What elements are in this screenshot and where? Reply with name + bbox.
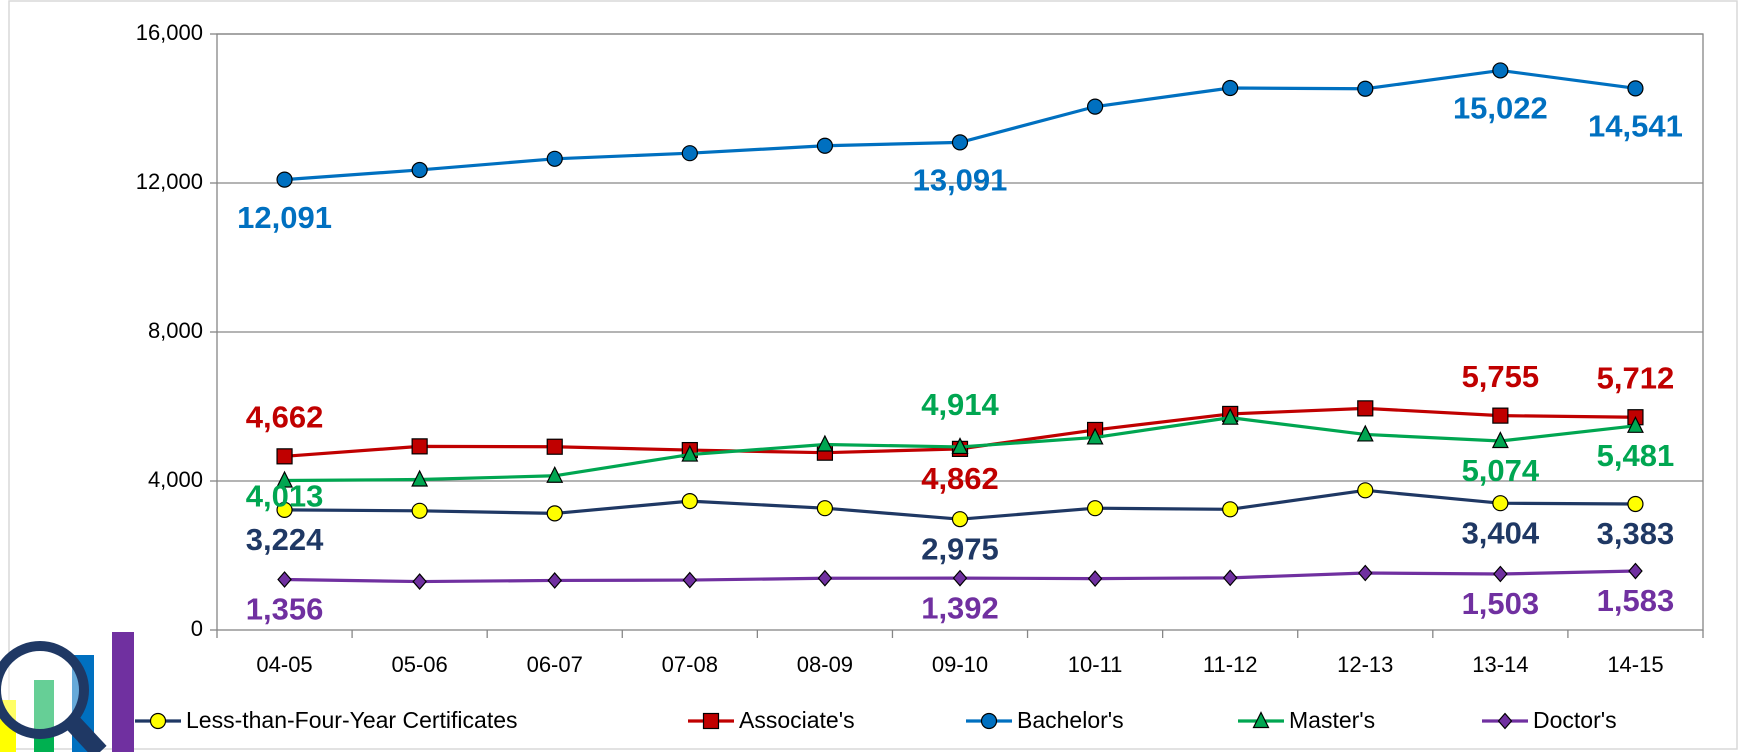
value-label: 1,356 [246,592,324,627]
marker [277,172,292,187]
legend-item: Less-than-Four-Year Certificates [135,707,518,733]
x-tick-label: 07-08 [662,652,718,677]
y-tick-label: 8,000 [148,318,203,343]
marker [1223,502,1238,517]
legend-label: Bachelor's [1017,707,1124,733]
marker [412,162,427,177]
marker [817,138,832,153]
marker [412,439,427,454]
marker [1493,408,1508,423]
value-label: 5,755 [1462,359,1540,394]
y-tick-label: 16,000 [136,20,203,45]
value-label: 1,392 [921,590,999,625]
marker [547,439,562,454]
marker [1223,81,1238,96]
marker [1358,81,1373,96]
marker [412,503,427,518]
marker [953,512,968,527]
marker [151,714,166,729]
x-tick-label: 10-11 [1068,652,1123,677]
chart: 0 4,000 8,000 12,000 16,000 04-05 05-06 06-07 07… [0,0,1739,752]
x-tick-label: 05-06 [391,652,447,677]
x-tick-label: 04-05 [256,652,312,677]
value-label: 5,074 [1462,453,1540,488]
marker [817,501,832,516]
value-label: 2,975 [921,531,999,566]
x-tick-label: 14-15 [1607,652,1663,677]
marker [1358,483,1373,498]
y-tick-label: 12,000 [136,169,203,194]
marker [1088,501,1103,516]
marker [1358,401,1373,416]
marker [953,135,968,150]
marker [277,449,292,464]
value-label: 4,862 [921,461,999,496]
x-tick-label: 12-13 [1337,652,1393,677]
value-label: 3,404 [1462,515,1540,550]
value-label: 4,914 [921,387,999,422]
legend-label: Less-than-Four-Year Certificates [186,707,518,733]
marker [1493,63,1508,78]
legend-label: Associate's [739,707,855,733]
x-tick-label: 08-09 [797,652,853,677]
legend-label: Master's [1289,707,1375,733]
x-tick-label: 06-07 [527,652,583,677]
value-label: 13,091 [913,163,1008,198]
value-label: 1,583 [1597,583,1675,618]
marker [704,714,719,729]
y-tick-label: 0 [191,616,203,641]
legend-label: Doctor's [1533,707,1617,733]
x-tick-label: 11-12 [1203,652,1258,677]
marker [1628,81,1643,96]
x-tick-label: 13-14 [1472,652,1528,677]
marker [547,506,562,521]
marker [682,494,697,509]
value-label: 4,662 [246,400,324,435]
x-tick-label: 09-10 [932,652,988,677]
value-label: 5,481 [1597,438,1675,473]
value-label: 5,712 [1597,360,1675,395]
value-label: 15,022 [1453,91,1548,126]
value-label: 3,383 [1597,516,1675,551]
marker [982,714,997,729]
value-label: 1,503 [1462,586,1540,621]
y-tick-label: 4,000 [148,467,203,492]
marker [1088,99,1103,114]
marker [682,146,697,161]
marker [1628,496,1643,511]
value-label: 14,541 [1588,109,1683,144]
value-label: 4,013 [246,479,324,514]
value-label: 3,224 [246,522,324,557]
value-label: 12,091 [237,200,332,235]
marker [547,151,562,166]
marker [1493,496,1508,511]
